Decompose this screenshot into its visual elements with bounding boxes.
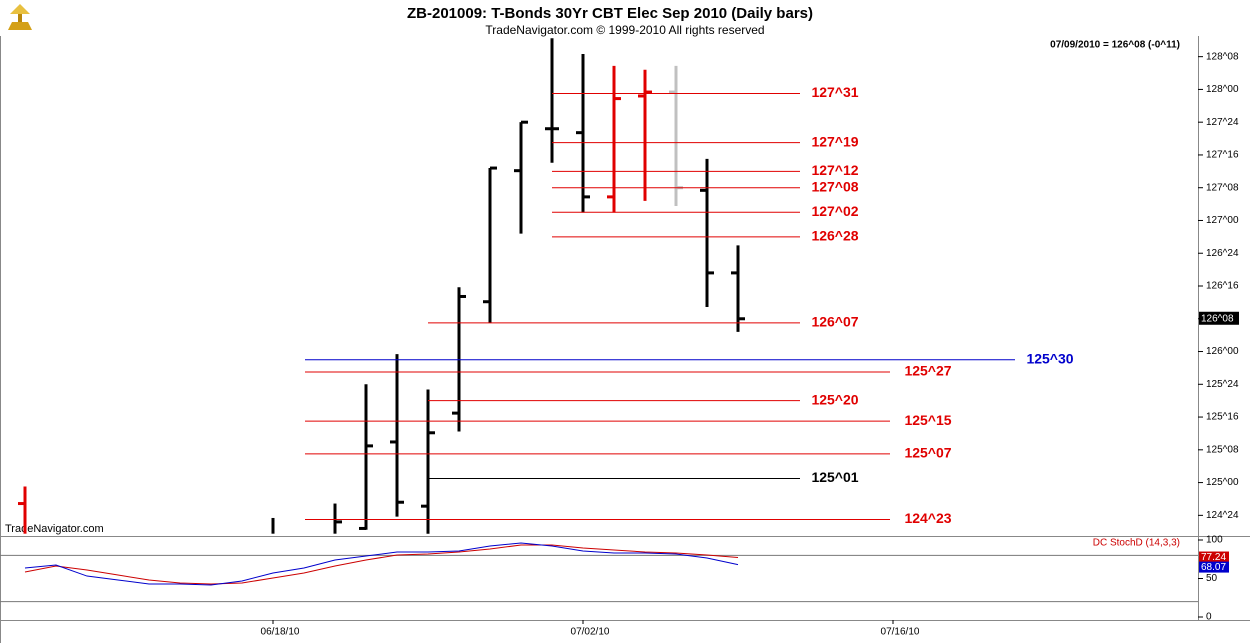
- y-tick-label: 100: [1206, 535, 1223, 546]
- y-tick-label: 50: [1206, 573, 1218, 584]
- value-tag: [1199, 561, 1229, 573]
- x-tick-label: 06/18/10: [261, 627, 300, 638]
- value-tag: [1199, 551, 1229, 563]
- level-label: 126^28: [811, 228, 858, 244]
- x-tick-label: 07/02/10: [571, 627, 610, 638]
- level-label: 126^07: [811, 314, 858, 330]
- level-label: 127^19: [811, 133, 858, 149]
- y-tick-label: 127^16: [1206, 150, 1239, 161]
- level-label: 125^20: [811, 391, 858, 407]
- y-tick-label: 127^08: [1206, 182, 1239, 193]
- last-price-info: 07/09/2010 = 126^08 (-0^11): [1050, 40, 1180, 51]
- y-tick-label: 124^24: [1206, 510, 1239, 521]
- y-tick-label: 0: [1206, 612, 1212, 623]
- stoch-line: [24, 542, 739, 586]
- y-tick-label: 125^08: [1206, 444, 1239, 455]
- y-tick-label: 128^00: [1206, 84, 1239, 95]
- level-label: 125^27: [904, 363, 951, 379]
- level-label: 125^07: [904, 445, 951, 461]
- indicator-label: DC StochD (14,3,3): [1093, 538, 1180, 549]
- y-tick-label: 125^24: [1206, 379, 1239, 390]
- y-tick-label: 128^08: [1206, 51, 1239, 62]
- y-tick-label: 127^00: [1206, 215, 1239, 226]
- level-label: 125^01: [811, 469, 858, 485]
- logo: [8, 4, 32, 30]
- level-label: 127^31: [811, 84, 858, 100]
- level-label: 127^08: [811, 178, 858, 194]
- y-tick-label: 126^24: [1206, 248, 1239, 259]
- stoch-line: [24, 544, 739, 585]
- level-label: 127^12: [811, 162, 858, 178]
- y-tick-label: 125^16: [1206, 412, 1239, 423]
- y-tick-label: 126^00: [1206, 346, 1239, 357]
- level-label: 127^02: [811, 203, 858, 219]
- price-tag-label: 126^08: [1201, 313, 1234, 324]
- level-label: 124^23: [904, 510, 951, 526]
- x-tick-label: 07/16/10: [881, 627, 920, 638]
- value-tag-label: 77.24: [1201, 552, 1226, 563]
- value-tag-label: 68.07: [1201, 562, 1226, 573]
- level-label: 125^30: [1026, 350, 1073, 366]
- chart-title: ZB-201009: T-Bonds 30Yr CBT Elec Sep 201…: [407, 5, 813, 22]
- price-pane: [18, 38, 745, 534]
- chart-subtitle: TradeNavigator.com © 1999-2010 All right…: [485, 23, 764, 37]
- y-tick-label: 126^16: [1206, 281, 1239, 292]
- watermark: TradeNavigator.com: [5, 523, 104, 535]
- y-tick-label: 125^00: [1206, 477, 1239, 488]
- y-tick-label: 127^24: [1206, 117, 1239, 128]
- price-tag: [1199, 311, 1239, 325]
- level-label: 125^15: [904, 412, 951, 428]
